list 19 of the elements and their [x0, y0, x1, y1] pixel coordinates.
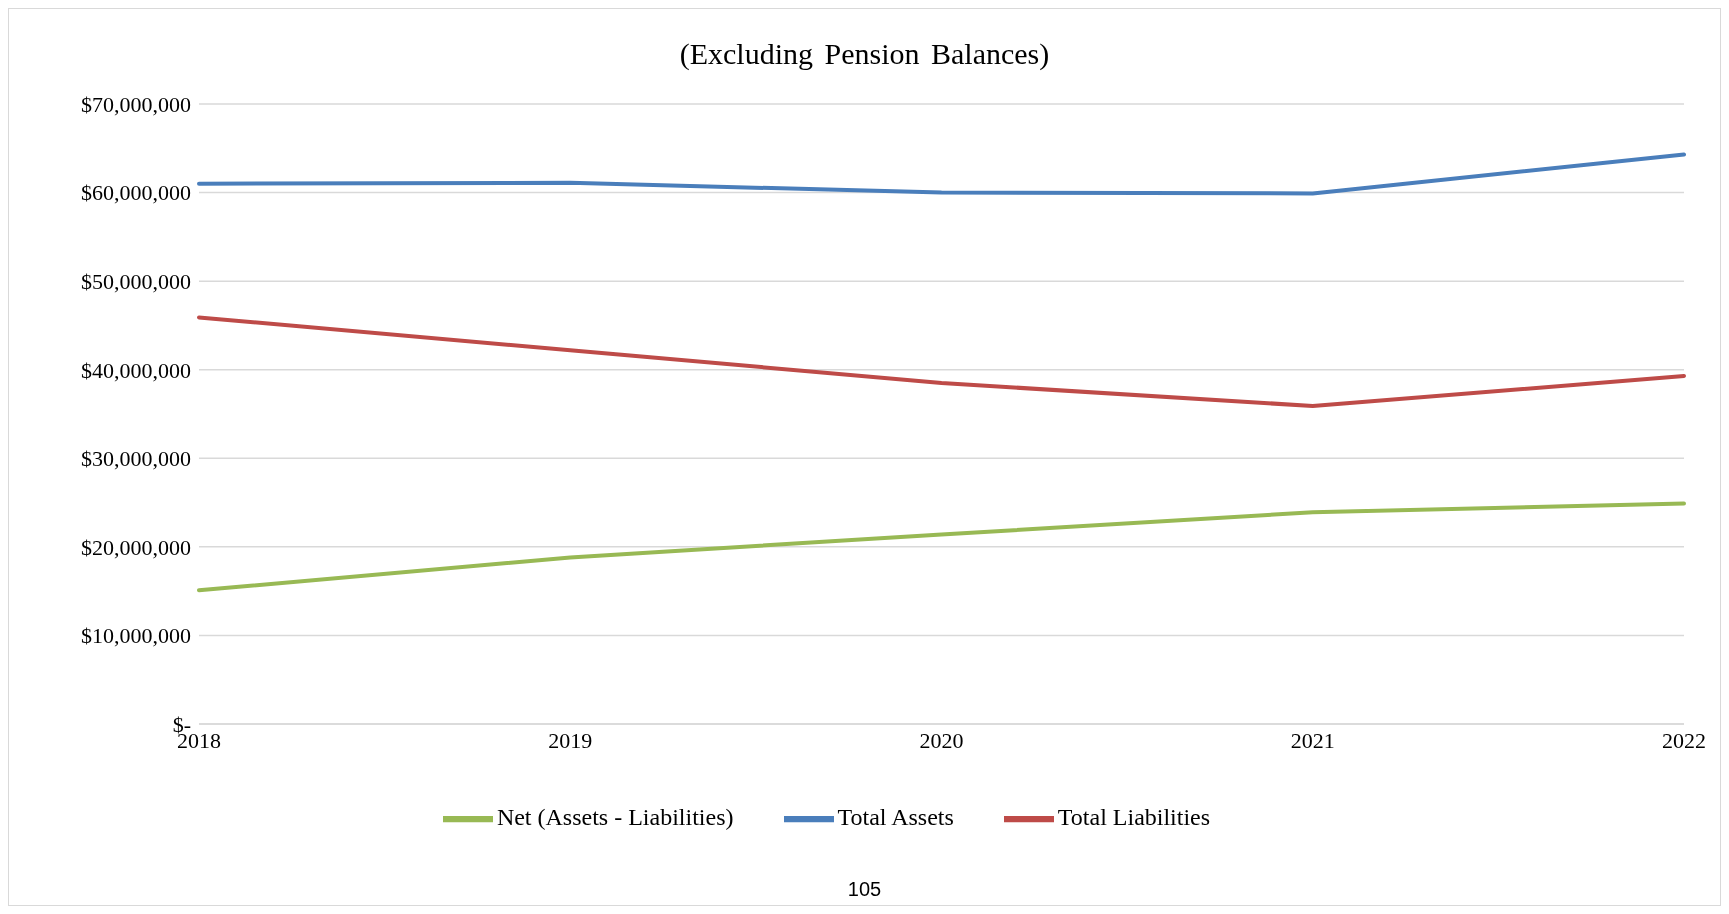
legend-label: Net (Assets - Liabilities): [496, 803, 734, 830]
line-series: [197, 501, 1686, 593]
x-tick-label: 2019: [548, 727, 593, 753]
y-tick-label: $30,000,000: [81, 446, 191, 472]
y-tick-label: $10,000,000: [81, 623, 191, 649]
y-tick-label: $20,000,000: [81, 534, 191, 560]
line-series: [197, 315, 1686, 409]
y-tick-label: $50,000,000: [81, 268, 191, 294]
legend-label: Total Assets: [837, 803, 954, 830]
x-tick-label: 2020: [919, 727, 964, 753]
y-tick-label: $70,000,000: [81, 91, 191, 117]
line-series: [197, 152, 1686, 196]
x-tick-label: 2022: [1662, 727, 1706, 753]
text: 105: [846, 878, 883, 901]
legend-label: Total Liabilities: [1057, 803, 1211, 830]
y-tick-label: $60,000,000: [81, 180, 191, 206]
chart-title: (Excluding Pension Balances): [678, 37, 1051, 71]
x-tick-label: 2021: [1290, 727, 1335, 753]
y-tick-label: $40,000,000: [81, 357, 191, 383]
